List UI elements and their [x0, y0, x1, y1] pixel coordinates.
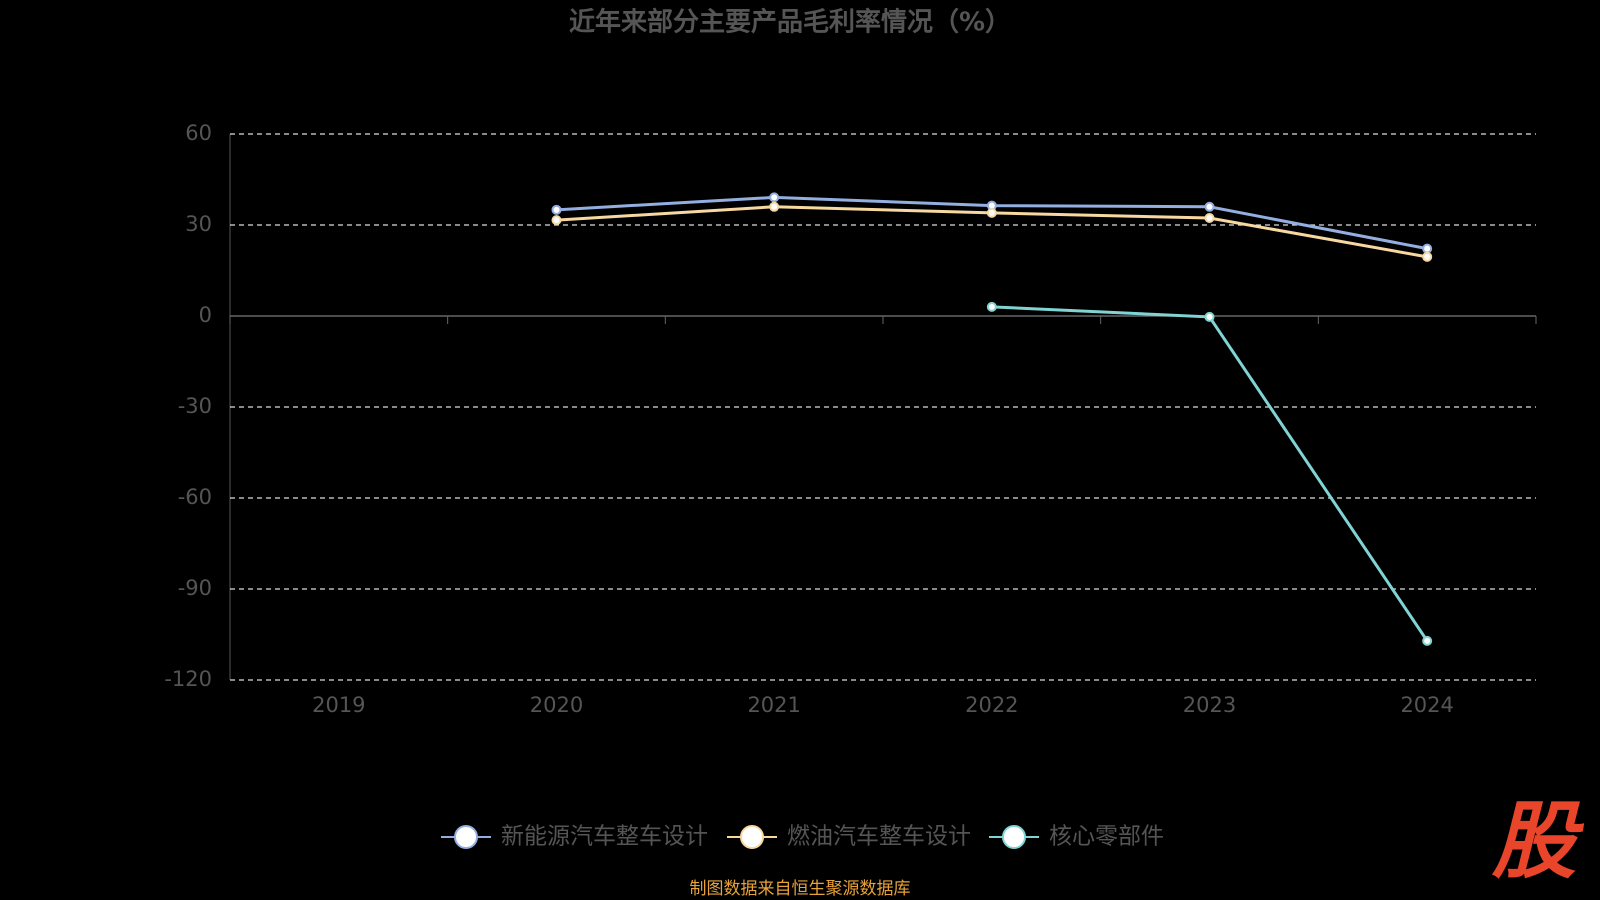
- x-tick-label: 2023: [1183, 693, 1236, 717]
- data-point: [1422, 243, 1433, 254]
- logo: 股: [1491, 792, 1585, 890]
- legend-marker: [454, 825, 478, 849]
- legend-label: 燃油汽车整车设计: [787, 824, 971, 850]
- data-point: [986, 301, 997, 312]
- source-note: 制图数据来自恒生聚源数据库: [690, 879, 911, 899]
- y-tick-label: -120: [164, 667, 212, 691]
- x-tick-label: 2024: [1400, 693, 1453, 717]
- data-point: [551, 215, 562, 226]
- y-tick-label: -60: [178, 485, 212, 509]
- data-point: [1204, 311, 1215, 322]
- y-tick-label: 30: [185, 212, 212, 236]
- y-tick-label: -30: [178, 394, 212, 418]
- data-point: [1422, 635, 1433, 646]
- x-tick-label: 2019: [312, 693, 365, 717]
- x-tick-label: 2020: [530, 693, 583, 717]
- data-point: [986, 207, 997, 218]
- data-point: [769, 201, 780, 212]
- legend-marker: [1002, 825, 1026, 849]
- legend-label: 新能源汽车整车设计: [501, 824, 708, 850]
- data-point: [1204, 213, 1215, 224]
- data-point: [1422, 251, 1433, 262]
- chart-title: 近年来部分主要产品毛利率情况（%）: [569, 7, 1011, 38]
- legend-label: 核心零部件: [1049, 824, 1164, 850]
- x-tick-label: 2022: [965, 693, 1018, 717]
- series-line: [991, 305, 1429, 642]
- data-point: [769, 192, 780, 203]
- y-tick-label: 0: [199, 303, 212, 327]
- data-point: [1204, 201, 1215, 212]
- y-tick-label: 60: [185, 121, 212, 145]
- data-point: [551, 204, 562, 215]
- y-tick-label: -90: [178, 576, 212, 600]
- x-tick-label: 2021: [747, 693, 800, 717]
- legend-marker: [740, 825, 764, 849]
